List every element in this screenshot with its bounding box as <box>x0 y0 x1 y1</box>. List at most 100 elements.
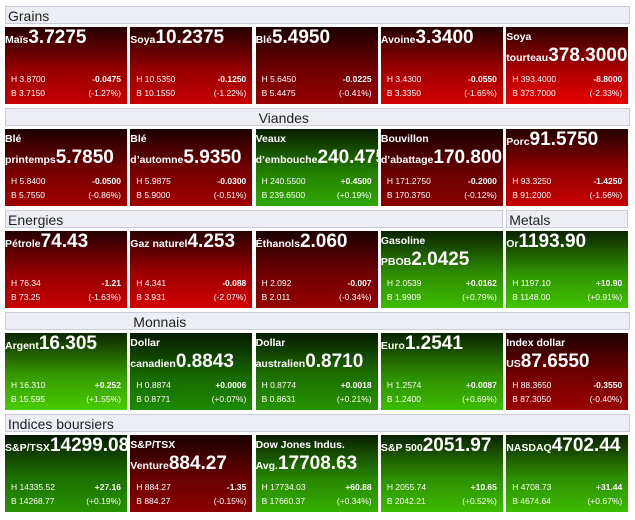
quote-tile[interactable]: Euro1.2541 H 1.2574 +0.0087 B 1.2400 (+0.69%… <box>380 333 503 410</box>
low-value: B 5.9000 <box>136 190 171 200</box>
quote-price: 4702.44 <box>551 435 621 456</box>
quote-tile[interactable]: Soya tourteau378.3000 H 393.4000 -8.8000 B … <box>506 27 629 104</box>
change-percent: (-0.86%) <box>88 190 121 200</box>
change-percent: (-1.56%) <box>589 190 623 200</box>
quote-price: 5.9350 <box>183 147 242 168</box>
quote-tile[interactable]: Dollar canadien0.8843 H 0.8874 +0.0006 B 0.… <box>130 333 253 410</box>
low-value: B 14268.77 <box>11 496 55 506</box>
quote-name: Gasoline PBOB <box>380 235 426 268</box>
low-value: B 1.9909 <box>386 292 421 302</box>
change-value: -0.0300 <box>217 176 247 186</box>
change-value: -8.8000 <box>593 74 623 84</box>
low-value: B 0.8771 <box>136 394 171 404</box>
quote-tile[interactable]: S&P 5002051.97 H 2055.74 +10.65 B 2042.21 (+… <box>380 435 503 512</box>
change-value: -1.21 <box>101 278 121 288</box>
low-value: B 3.7150 <box>11 88 46 98</box>
low-value: B 87.3050 <box>512 394 551 404</box>
high-value: H 5.9875 <box>136 176 171 186</box>
low-value: B 170.3750 <box>386 190 431 200</box>
quote-price: 240.4750 <box>317 147 397 168</box>
section-header: Metals <box>506 210 629 228</box>
quote-tile[interactable]: Avoine3.3400 H 3.4300 -0.0550 B 3.3350 (-1.6… <box>380 27 503 104</box>
change-value: +0.252 <box>94 380 121 390</box>
section-header: Indices boursiers <box>5 414 630 432</box>
high-value: H 16.310 <box>11 380 46 390</box>
low-value: B 1.2400 <box>386 394 421 404</box>
quote-name: Porc <box>506 136 530 148</box>
section-header: Grains <box>5 6 630 24</box>
high-value: H 17734.03 <box>261 482 306 492</box>
quote-tile[interactable]: Maïs3.7275 H 3.8700 -0.0475 B 3.7150 (-1.27%… <box>5 27 127 104</box>
high-value: H 2.092 <box>261 278 292 288</box>
quote-tile[interactable]: Blé d’automne5.9350 H 5.9875 -0.0300 B 5.90… <box>130 129 253 206</box>
quote-price: 2.060 <box>299 231 348 252</box>
quote-name: Blé d’automne <box>130 133 184 166</box>
section-header: Monnais <box>5 312 630 330</box>
quote-tile[interactable]: Gaz naturel4.253 H 4.341 -0.088 B 3.931 (-2.… <box>130 231 253 308</box>
quote-tile[interactable]: Éthanols2.060 H 2.092 -0.007 B 2.011 (-0.34%… <box>255 231 378 308</box>
quote-tile[interactable]: Blé5.4950 H 5.6450 -0.0225 B 5.4475 (-0.41%) <box>255 27 378 104</box>
quote-price: 1.2541 <box>404 333 463 354</box>
quote-tile[interactable]: Gasoline PBOB2.0425 H 2.0539 +0.0162 B 1.99… <box>380 231 503 308</box>
low-value: B 15.595 <box>11 394 46 404</box>
high-value: H 240.5500 <box>261 176 306 186</box>
high-value: H 76.34 <box>11 278 41 288</box>
quote-tile[interactable]: Argent16.305 H 16.310 +0.252 B 15.595 (+1.55… <box>5 333 127 410</box>
quote-name: Maïs <box>5 34 29 46</box>
change-value: +60.88 <box>345 482 372 492</box>
quote-price: 14299.08 <box>49 435 130 456</box>
high-value: H 1197.10 <box>512 278 551 288</box>
section-title: Energies <box>8 212 64 228</box>
low-value: B 4674.64 <box>512 496 551 506</box>
change-percent: (+0.79%) <box>462 292 497 302</box>
quote-tile[interactable]: NASDAQ4702.44 H 4708.73 +31.44 B 4674.64 (+0… <box>506 435 629 512</box>
quote-price: 17708.63 <box>277 453 358 474</box>
low-value: B 2.011 <box>261 292 291 302</box>
quote-tile[interactable]: Dollar australien0.8710 H 0.8774 +0.0018 B … <box>255 333 378 410</box>
high-value: H 5.6450 <box>261 74 297 84</box>
quote-tile[interactable]: S&P/TSX14299.08 H 14335.52 +27.16 B 14268.7… <box>5 435 130 512</box>
quote-name: Avoine <box>380 34 416 46</box>
quote-name: Veaux d’embouche <box>255 133 318 166</box>
quote-name: S&P 500 <box>380 442 423 454</box>
quote-price: 74.43 <box>40 231 89 252</box>
low-value: B 0.8631 <box>261 394 296 404</box>
quote-tile[interactable]: Soya10.2375 H 10.5350 -0.1250 B 10.1550 (-1.… <box>130 27 253 104</box>
quote-tile[interactable]: Blé printemps5.7850 H 5.8400 -0.0500 B 5.75… <box>5 129 127 206</box>
change-value: -0.0475 <box>92 74 121 84</box>
change-value: -0.088 <box>222 278 247 288</box>
low-value: B 3.3350 <box>386 88 421 98</box>
low-value: B 91.2000 <box>512 190 551 200</box>
quote-tile[interactable]: Or1193.90 H 1197.10 +10.90 B 1148.00 (+0.91%… <box>506 231 629 308</box>
high-value: H 884.27 <box>136 482 171 492</box>
change-value: -1.35 <box>226 482 247 492</box>
high-value: H 2.0539 <box>386 278 422 288</box>
quote-price: 2051.97 <box>422 435 492 456</box>
quote-price: 2.0425 <box>411 249 470 270</box>
quote-price: 884.27 <box>168 453 227 474</box>
low-value: B 17660.37 <box>261 496 306 506</box>
quote-price: 5.4950 <box>271 27 331 48</box>
section-title: Metals <box>509 212 551 228</box>
change-percent: (-2.07%) <box>213 292 247 302</box>
low-value: B 1148.00 <box>512 292 551 302</box>
change-percent: (+0.67%) <box>587 496 623 506</box>
quote-name: S&P/TSX Venture <box>130 439 176 472</box>
change-percent: (-2.33%) <box>589 88 623 98</box>
quote-tile[interactable]: Veaux d’embouche240.4750 H 240.5500 +0.450… <box>255 129 397 206</box>
quote-tile[interactable]: S&P/TSX Venture884.27 H 884.27 -1.35 B 884.… <box>130 435 253 512</box>
quote-name: Soya tourteau <box>506 31 549 64</box>
quote-tile[interactable]: Bouvillon d’abattage170.8000 H 171.2750 -0… <box>380 129 513 206</box>
change-value: +0.0162 <box>465 278 497 288</box>
quote-tile[interactable]: Pétrole74.43 H 76.34 -1.21 B 73.25 (-1.63%) <box>5 231 127 308</box>
quote-price: 16.305 <box>38 333 97 354</box>
low-value: B 373.7000 <box>512 88 556 98</box>
quote-tile[interactable]: Dow Jones Indus. Avg.17708.63 H 17734.03 +… <box>255 435 378 512</box>
quote-name: Blé <box>255 34 272 46</box>
low-value: B 73.25 <box>11 292 41 302</box>
high-value: H 88.3650 <box>512 380 552 390</box>
quote-tile[interactable]: Index dollar US87.6550 H 88.3650 -0.3550 B … <box>506 333 629 410</box>
quote-tile[interactable]: Porc91.5750 H 93.3250 -1.4250 B 91.2000 (-1.… <box>506 129 629 206</box>
change-percent: (-0.12%) <box>464 190 497 200</box>
low-value: B 2042.21 <box>386 496 426 506</box>
